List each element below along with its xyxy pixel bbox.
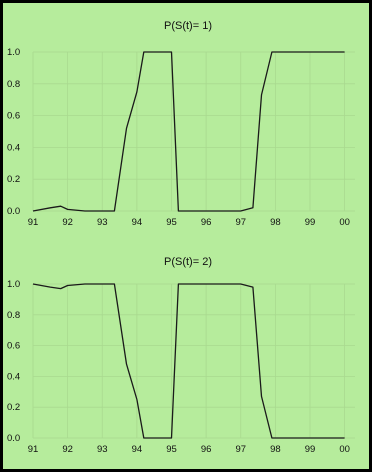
x-tick-label: 92	[62, 217, 73, 228]
y-tick-label: 0.6	[7, 111, 20, 122]
x-tick-label: 98	[270, 444, 281, 455]
y-tick-label: 0.0	[7, 433, 20, 444]
x-tick-label: 99	[305, 444, 316, 455]
y-tick-label: 0.8	[7, 79, 20, 90]
x-tick-label: 91	[28, 217, 39, 228]
y-tick-label: 0.6	[7, 341, 20, 352]
y-tick-label: 0.4	[7, 371, 20, 382]
x-tick-label: 91	[28, 444, 39, 455]
x-tick-label: 00	[339, 444, 350, 455]
x-tick-label: 96	[201, 217, 212, 228]
y-tick-label: 1.0	[7, 47, 20, 58]
x-tick-label: 98	[270, 217, 281, 228]
y-tick-label: 0.0	[7, 206, 20, 217]
x-tick-label: 93	[97, 444, 108, 455]
charts-canvas: P(S(t)= 1) 0.0 0.2 0.4 0.6 0.8 1.0 91 92 93 94 95 96…	[7, 20, 355, 455]
y-tick-label: 1.0	[7, 279, 20, 290]
chart-title: P(S(t)= 2)	[164, 256, 212, 268]
x-tick-label: 93	[97, 217, 108, 228]
x-tick-label: 95	[166, 217, 177, 228]
y-tick-label: 0.2	[7, 174, 20, 185]
y-tick-label: 0.8	[7, 310, 20, 321]
x-tick-label: 99	[305, 217, 316, 228]
series-line	[32, 283, 345, 439]
x-tick-label: 96	[201, 444, 212, 455]
figure-background: P(S(t)= 1) 0.0 0.2 0.4 0.6 0.8 1.0 91 92 93 94 95 96…	[3, 3, 369, 469]
chart-title: P(S(t)= 1)	[164, 20, 212, 32]
chart-panel-state1: P(S(t)= 1) 0.0 0.2 0.4 0.6 0.8 1.0 91 92 93 94 95 96…	[7, 20, 355, 228]
y-tick-label: 0.2	[7, 402, 20, 413]
series-line	[32, 51, 345, 212]
x-tick-label: 97	[235, 444, 246, 455]
x-tick-label: 97	[235, 217, 246, 228]
x-tick-label: 94	[132, 217, 143, 228]
y-tick-label: 0.4	[7, 142, 20, 153]
chart-panel-state2: P(S(t)= 2) 0.0 0.2 0.4 0.6 0.8 1.0 91 92 93 94 95 96…	[7, 256, 355, 455]
x-tick-label: 92	[62, 444, 73, 455]
x-tick-label: 94	[132, 444, 143, 455]
x-tick-label: 95	[166, 444, 177, 455]
x-tick-label: 00	[339, 217, 350, 228]
